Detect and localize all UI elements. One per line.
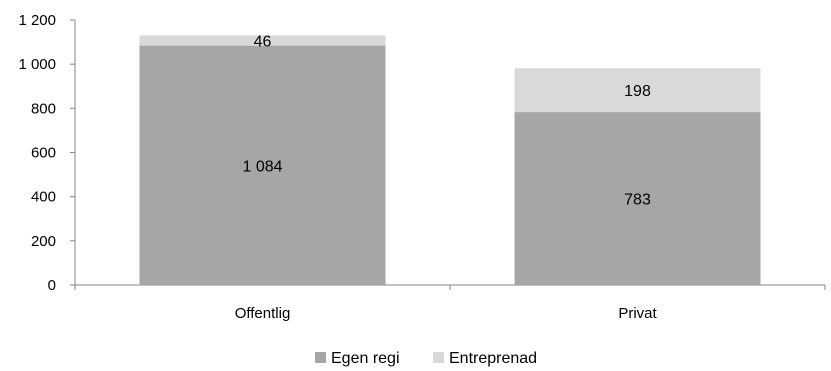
data-label: 783 — [624, 192, 651, 209]
y-tick-label: 600 — [31, 145, 56, 162]
x-tick-label: Offentlig — [235, 305, 291, 322]
bar-egen-regi — [139, 45, 386, 285]
data-labels: 1 084 46 783 198 — [242, 34, 650, 209]
data-label: 198 — [624, 83, 651, 100]
y-tick-label: 200 — [31, 233, 56, 250]
y-tick-label: 1 200 — [18, 12, 56, 29]
bar-egen-regi — [514, 112, 761, 286]
data-label: 1 084 — [242, 158, 282, 175]
legend-label: Egen regi — [331, 350, 400, 367]
y-tick-label: 800 — [31, 100, 56, 117]
y-tick-label: 1 000 — [18, 56, 56, 73]
bar-entreprenad — [139, 35, 386, 46]
x-tick-label: Privat — [618, 305, 657, 322]
bar-entreprenad — [514, 68, 761, 113]
axes: 0 200 400 600 800 1 000 1 200 Offentlig Privat — [18, 12, 826, 322]
bars — [139, 35, 761, 286]
legend: Egen regi Entreprenad — [315, 350, 537, 367]
y-tick-label: 0 — [48, 277, 56, 294]
data-label: 46 — [254, 34, 272, 51]
y-tick-label: 400 — [31, 189, 56, 206]
legend-label: Entreprenad — [449, 350, 537, 367]
legend-swatch — [433, 352, 444, 363]
legend-swatch — [315, 352, 326, 363]
